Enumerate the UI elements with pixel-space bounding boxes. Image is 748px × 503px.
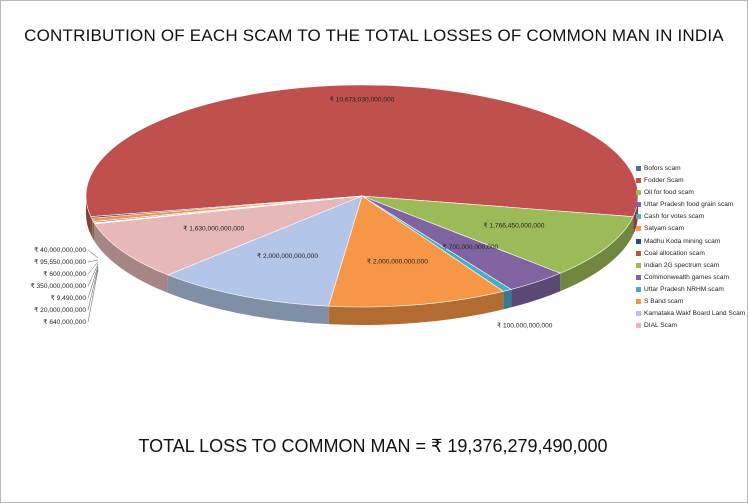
legend-swatch — [636, 226, 641, 232]
leader-line — [87, 263, 99, 287]
leader-line — [87, 269, 99, 323]
pie-side-indian-2g-spectrum-scam — [560, 216, 634, 292]
legend-swatch — [636, 299, 641, 305]
pie-side-uttar-pradesh-nrhm-scam — [503, 289, 512, 310]
legend-swatch — [636, 190, 641, 196]
data-label-small: ₹ 600,000,000 — [43, 270, 86, 278]
leader-line — [87, 267, 99, 311]
leader-line — [87, 261, 99, 275]
legend-swatch — [636, 166, 641, 171]
legend-swatch — [636, 286, 641, 292]
legend-item: Satyam scam — [636, 223, 748, 235]
legend-swatch — [636, 262, 641, 268]
pie-side-coal-allocation-scam — [633, 196, 638, 235]
legend-label: Coal allocation scam — [644, 249, 705, 257]
pie-side-coal-allocation-scam — [86, 196, 91, 235]
data-label-small: ₹ 40,000,000,000 — [34, 246, 86, 254]
pie-slice-coal-allocation-scam — [85, 84, 639, 217]
data-label-small: ₹ 20,000,000,000 — [34, 306, 86, 314]
legend-label: S Band scam — [644, 298, 684, 306]
pie-side-commonwealth-games-scam — [511, 273, 561, 308]
legend-label: Oil for food scam — [644, 189, 694, 197]
leader-line — [87, 249, 99, 259]
legend-swatch — [636, 238, 641, 244]
pie-side-dial-scam — [94, 223, 168, 293]
legend-label: Cash for votes scam — [644, 213, 705, 221]
data-label: ₹ 700,000,000,000 — [443, 243, 499, 251]
legend-label: Satyam scam — [644, 225, 684, 233]
data-label: ₹ 2,000,000,000,000 — [367, 257, 428, 265]
legend-swatch — [636, 250, 641, 256]
data-label: ₹ 10,673,030,000,000 — [330, 96, 395, 104]
legend-item: Karnataka Wakf Board Land Scam — [636, 308, 748, 320]
chart-legend: Bofors scam Fodder Scam Oil for food scam U… — [636, 163, 748, 332]
legend-item: DIAL Scam — [636, 320, 748, 332]
pie-slice-s-band-scam — [328, 195, 505, 308]
chart-title: CONTRIBUTION OF EACH SCAM TO THE TOTAL L… — [24, 26, 724, 45]
legend-item: Fodder Scam — [636, 175, 748, 187]
pie-top-group — [85, 84, 639, 308]
pie-side-madhu-koda-mining-scam — [90, 216, 92, 237]
legend-swatch — [636, 178, 641, 184]
pie-slice-dial-scam — [94, 195, 363, 276]
data-label: ₹ 1,766,450,000,000 — [483, 222, 544, 230]
legend-item: S Band scam — [636, 296, 748, 308]
legend-label: Bofors scam — [644, 165, 681, 172]
legend-item: Commonwealth games scam — [636, 272, 748, 284]
legend-item: Cash for votes scam — [636, 211, 748, 223]
pie-slice-indian-2g-spectrum-scam — [361, 195, 634, 274]
legend-item: Oil for food scam — [636, 187, 748, 199]
data-label-small: ₹ 95,550,000,000 — [34, 258, 86, 266]
legend-swatch — [636, 311, 641, 317]
pie-side-satyam-scam — [91, 218, 94, 240]
data-label-small: ₹ 9,490,000 — [51, 294, 87, 302]
legend-label: DIAL Scam — [644, 322, 678, 330]
data-label: ₹ 1,630,000,000,000 — [183, 224, 244, 232]
legend-swatch — [636, 323, 641, 329]
legend-item: Bofors scam — [636, 163, 748, 175]
legend-label: Madhu Koda mining scam — [644, 237, 721, 245]
legend-label: Uttar Pradesh NRHM scam — [644, 285, 724, 293]
legend-item: Madhu Koda mining scam — [636, 236, 748, 248]
pie-side-karnataka-wakf-board-land-scam — [167, 274, 329, 325]
legend-label: Commonwealth games scam — [644, 273, 730, 281]
data-label-small: ₹ 640,000,000 — [43, 318, 86, 326]
pie-side-s-band-scam — [328, 291, 504, 325]
total-loss-label: TOTAL LOSS TO COMMON MAN = ₹ 19,376,279,… — [138, 436, 608, 456]
legend-label: Karnataka Wakf Board Land Scam — [644, 310, 746, 318]
legend-label: Fodder Scam — [644, 177, 684, 185]
data-label-small: ₹ 350,000,000,000 — [30, 282, 86, 290]
legend-item: Indian 2G spectrum scam — [636, 260, 748, 272]
data-label: ₹ 100,000,000,000 — [497, 322, 553, 330]
legend-label: Uttar Pradesh food grain scam — [644, 201, 734, 209]
leader-line — [87, 265, 99, 299]
legend-item: Uttar Pradesh NRHM scam — [636, 284, 748, 296]
pie-slice-madhu-koda-mining-scam — [90, 195, 363, 219]
legend-label: Indian 2G spectrum scam — [644, 261, 720, 269]
legend-swatch — [636, 214, 641, 220]
data-label: ₹ 2,000,000,000,000 — [257, 252, 318, 260]
pie-side-group — [86, 196, 638, 325]
pie-side-uttar-pradesh-food-grain-scam — [93, 221, 95, 241]
legend-swatch — [636, 274, 641, 280]
legend-swatch — [636, 202, 641, 208]
pie-slice-karnataka-wakf-board-land-scam — [167, 195, 363, 307]
legend-item: Uttar Pradesh food grain scam — [636, 199, 748, 211]
legend-item: Coal allocation scam — [636, 248, 748, 260]
leader-line — [87, 259, 99, 263]
data-labels: ₹ 10,673,030,000,000 ₹ 1,766,450,000,000 ₹… — [30, 96, 552, 330]
